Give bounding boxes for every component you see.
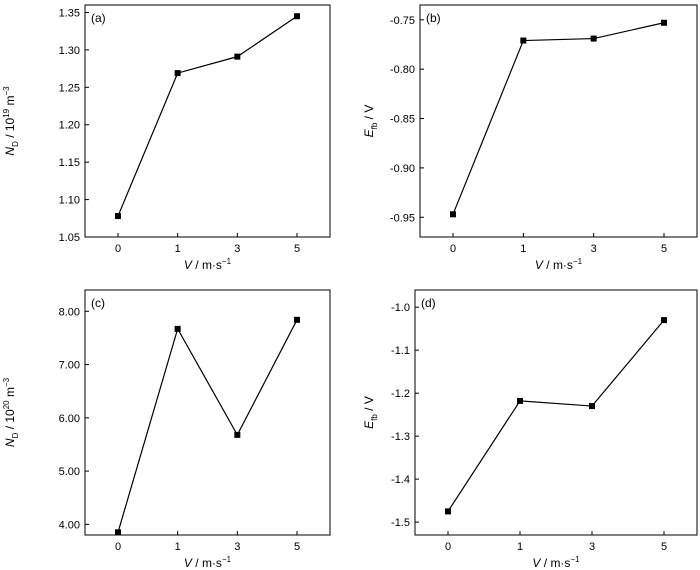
panel-label: (d)	[421, 296, 436, 310]
data-point	[661, 19, 667, 26]
series-line	[117, 15, 298, 217]
plot-frame	[414, 289, 698, 536]
y-tick-label: 1.10	[59, 195, 80, 207]
x-tick-label: 0	[445, 541, 451, 553]
y-axis-label: ND / 1019 m−3	[2, 86, 20, 156]
y-axis-label: Efb / V	[362, 396, 379, 429]
y-tick-label: -1.5	[391, 517, 410, 529]
x-tick-label: 5	[661, 243, 667, 255]
data-point	[445, 508, 451, 515]
x-tick-label: 3	[589, 541, 595, 553]
y-axis-label: Efb / V	[362, 105, 379, 138]
panel-label: (c)	[91, 296, 105, 310]
y-tick-label: 5.00	[59, 466, 80, 478]
chart-a: (a) 1.05 1.10 1.15 1.20 1.25 1.30 1.35 0 1 3 5 V / m…	[2, 4, 331, 272]
y-tick-label: 6.00	[59, 413, 80, 425]
y-tick-label: -1.4	[391, 474, 410, 486]
data-point	[590, 35, 597, 42]
y-tick-label: -0.80	[390, 64, 415, 76]
y-tick-label: 1.20	[59, 120, 80, 132]
x-tick-label: 0	[115, 243, 121, 255]
x-axis-label: V / m·s−1	[184, 257, 232, 272]
y-tick-label: 1.05	[59, 232, 80, 244]
y-tick-label: -0.85	[390, 114, 415, 126]
data-point	[520, 37, 527, 44]
data-point	[234, 53, 241, 60]
plot-frame	[419, 4, 698, 238]
plot-frame	[84, 4, 331, 238]
chart-c: (c) 4.00 5.00 6.00 7.00 8.00 0 1 3 5 V / m·s−1 ND /…	[2, 289, 331, 570]
y-tick-label: -1.2	[391, 388, 410, 400]
y-tick-label: -0.90	[390, 163, 415, 175]
data-point	[115, 529, 121, 536]
chart-b: (b) -0.95 -0.90 -0.85 -0.80 -0.75 0 1 3 5 V / m·s−…	[362, 4, 698, 272]
x-axis-label: V / m·s−1	[184, 555, 232, 570]
plot-frame	[84, 289, 331, 536]
x-tick-label: 5	[661, 541, 667, 553]
y-tick-label: 7.00	[59, 360, 80, 372]
x-tick-label: 5	[294, 243, 300, 255]
y-tick-label: 1.30	[59, 45, 80, 57]
x-tick-label: 0	[450, 243, 456, 255]
x-tick-label: 1	[175, 243, 181, 255]
x-axis-label: V / m·s−1	[535, 257, 583, 272]
x-tick-label: 3	[234, 541, 240, 553]
x-tick-label: 1	[520, 243, 526, 255]
series-line	[117, 319, 298, 533]
y-tick-label: 1.35	[59, 7, 80, 19]
x-tick-label: 3	[234, 243, 240, 255]
x-tick-label: 1	[175, 541, 181, 553]
data-point	[661, 317, 667, 324]
chart-d: (d) -1.5 -1.4 -1.3 -1.2 -1.1 -1.0 0 1 3 5 V / m·s−1…	[362, 289, 698, 570]
y-tick-label: 1.15	[59, 157, 80, 169]
panel-label: (b)	[426, 11, 441, 25]
y-tick-label: -0.75	[390, 15, 415, 27]
series-line	[452, 22, 665, 215]
y-tick-label: -1.0	[391, 302, 410, 314]
y-tick-label: -0.95	[390, 212, 415, 224]
y-tick-label: 1.25	[59, 82, 80, 94]
x-tick-label: 1	[517, 541, 523, 553]
data-point	[294, 316, 300, 323]
data-point	[234, 431, 241, 438]
data-point	[115, 213, 121, 220]
data-point	[174, 70, 181, 77]
x-tick-label: 0	[115, 541, 121, 553]
data-point	[450, 211, 456, 218]
x-tick-label: 3	[591, 243, 597, 255]
data-point	[517, 397, 523, 404]
panel-label: (a)	[91, 11, 106, 25]
y-tick-label: 4.00	[59, 519, 80, 531]
x-tick-label: 5	[294, 541, 300, 553]
y-tick-label: 8.00	[59, 306, 80, 318]
data-point	[589, 403, 595, 410]
data-point	[174, 325, 181, 332]
y-tick-label: -1.1	[391, 345, 410, 357]
data-point	[294, 13, 300, 20]
y-axis-label: ND / 1020 m−3	[2, 377, 20, 447]
series-line	[447, 319, 665, 512]
x-axis-label: V / m·s−1	[532, 555, 580, 570]
y-tick-label: -1.3	[391, 431, 410, 443]
